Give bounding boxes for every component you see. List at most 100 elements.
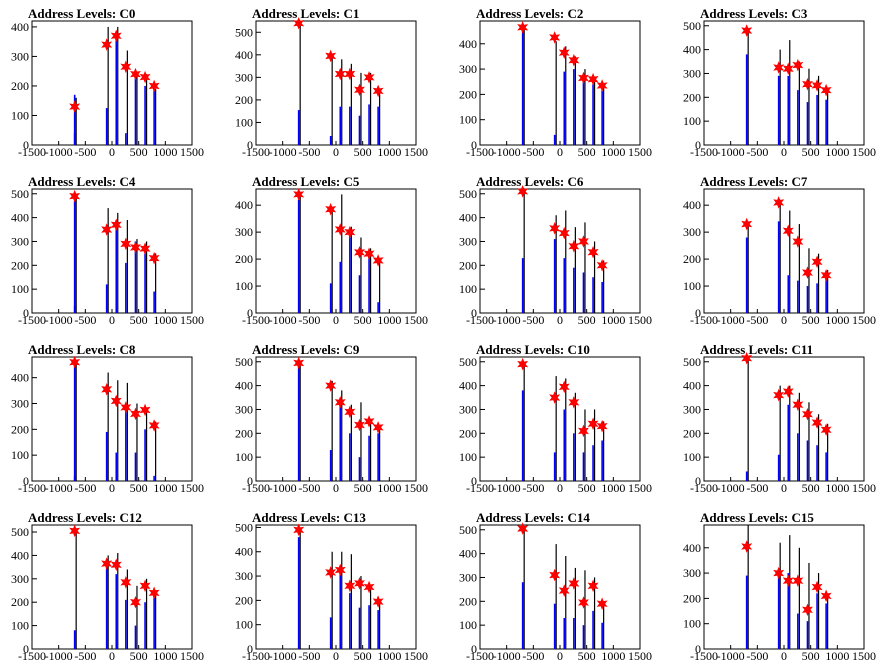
x-tick-label: 1000 — [825, 313, 849, 327]
red-star-marker — [129, 241, 141, 254]
red-star-marker — [101, 38, 113, 51]
y-tick-label: 300 — [683, 225, 701, 239]
x-tick-label: -500 — [746, 313, 768, 327]
red-star-marker — [577, 71, 589, 85]
red-star-marker — [782, 574, 794, 587]
red-star-marker — [517, 522, 529, 535]
y-tick-label: 400 — [459, 211, 477, 225]
red-star-marker — [101, 382, 113, 396]
red-star-marker — [792, 235, 804, 248]
y-tick-label: 100 — [459, 618, 477, 632]
chart-panel-c8: Address Levels: C8 0 100 200 300 400 -1500-100… — [11, 342, 204, 495]
chart-panel-c12: Address Levels: C12 0 100 200 300 400 500 -1500… — [11, 510, 204, 663]
chart-panel-c4: Address Levels: C40100200300400500-1500-… — [11, 174, 204, 327]
red-star-marker — [363, 580, 375, 594]
y-tick-label: 200 — [235, 252, 253, 266]
x-tick-label: -1000 — [717, 313, 745, 327]
x-tick-label: -1000 — [269, 313, 297, 327]
y-tick-label: 400 — [683, 198, 701, 212]
red-star-marker — [549, 391, 561, 404]
y-tick-label: 100 — [235, 618, 253, 632]
red-star-marker — [334, 396, 346, 409]
y-tick-label: 300 — [11, 397, 29, 411]
x-tick-label: -1500 — [690, 649, 718, 663]
plot-frame — [479, 524, 641, 650]
x-tick-label: -500 — [74, 145, 96, 159]
x-tick-label: 1500 — [628, 649, 652, 663]
x-tick-label: 1000 — [377, 481, 401, 495]
plot-frame — [479, 20, 641, 146]
x-tick-label: 500 — [354, 481, 372, 495]
y-tick-label: 500 — [459, 523, 477, 537]
red-star-marker — [120, 576, 132, 589]
red-star-marker — [558, 226, 570, 240]
red-star-marker — [587, 245, 599, 259]
red-star-marker — [344, 579, 356, 593]
red-star-marker — [372, 84, 384, 98]
x-tick-label: -1500 — [242, 649, 270, 663]
y-tick-label: 200 — [459, 258, 477, 272]
red-star-marker — [344, 225, 356, 239]
x-tick-label: 1000 — [601, 649, 625, 663]
y-tick-label: 300 — [235, 569, 253, 583]
red-star-marker — [577, 424, 589, 438]
red-star-marker — [596, 597, 608, 610]
x-tick-label: 1500 — [852, 145, 876, 159]
x-tick-label: -500 — [74, 649, 96, 663]
y-tick-label: 100 — [11, 619, 29, 633]
red-star-marker — [101, 557, 113, 570]
red-star-marker — [587, 579, 599, 593]
y-tick-label: 100 — [683, 279, 701, 293]
y-tick-label: 400 — [11, 548, 29, 562]
red-star-marker — [334, 223, 346, 236]
x-tick-label: 1000 — [377, 313, 401, 327]
red-star-marker — [293, 16, 305, 30]
y-tick-label: 500 — [235, 520, 253, 534]
x-tick-label: -500 — [522, 481, 544, 495]
x-tick-label: 1000 — [153, 481, 177, 495]
x-tick-label: -1500 — [18, 145, 46, 159]
x-tick-label: -1000 — [45, 649, 73, 663]
red-star-marker — [325, 566, 337, 579]
x-tick-label: 0 — [109, 481, 115, 495]
red-star-marker — [577, 596, 589, 609]
red-star-marker — [139, 70, 151, 84]
plot-frame — [31, 356, 193, 482]
red-star-marker — [293, 356, 305, 370]
chart-title: Address Levels: C12 — [28, 510, 142, 525]
red-star-marker — [148, 251, 160, 265]
chart-panel-c11: Address Levels: C11 0 100 200 300 400 500 -1500… — [683, 342, 876, 495]
y-tick-label: 0 — [247, 642, 253, 656]
x-tick-label: -500 — [298, 313, 320, 327]
y-tick-label: 300 — [11, 49, 29, 63]
x-tick-label: 500 — [130, 481, 148, 495]
y-tick-label: 500 — [683, 19, 701, 33]
x-tick-label: -1000 — [45, 481, 73, 495]
y-tick-label: 300 — [235, 225, 253, 239]
plot-frame — [255, 356, 417, 482]
y-tick-label: 400 — [459, 37, 477, 51]
x-tick-label: 0 — [781, 481, 787, 495]
red-star-marker — [129, 407, 141, 421]
y-tick-label: 100 — [459, 450, 477, 464]
x-tick-label: -1500 — [466, 649, 494, 663]
y-tick-label: 300 — [683, 566, 701, 580]
y-tick-label: 100 — [235, 279, 253, 293]
y-tick-label: 100 — [683, 114, 701, 128]
y-tick-label: 200 — [683, 90, 701, 104]
x-tick-label: 0 — [557, 145, 563, 159]
chart-title: Address Levels: C13 — [252, 510, 366, 525]
red-star-marker — [353, 246, 365, 259]
red-star-marker — [334, 67, 346, 81]
red-star-marker — [773, 196, 785, 209]
red-star-marker — [568, 239, 580, 253]
x-tick-label: 0 — [781, 145, 787, 159]
y-tick-label: 200 — [459, 594, 477, 608]
plot-frame — [479, 356, 641, 482]
chart-title: Address Levels: C2 — [476, 6, 583, 21]
red-star-marker — [801, 407, 813, 421]
red-star-marker — [363, 71, 375, 84]
y-tick-label: 400 — [11, 20, 29, 34]
red-star-marker — [811, 580, 823, 594]
x-tick-label: 1500 — [852, 649, 876, 663]
